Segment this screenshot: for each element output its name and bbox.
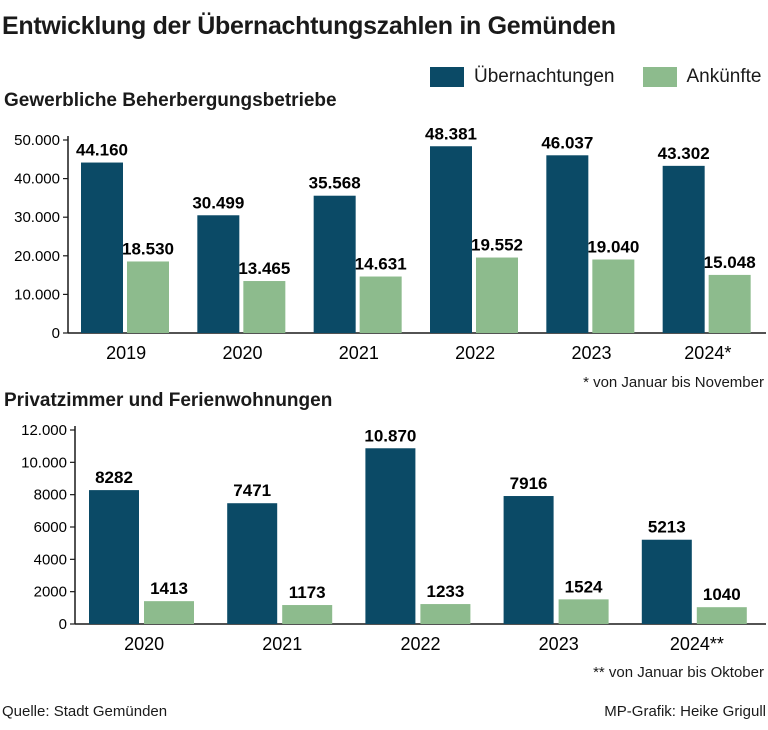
chart1-y-tick-label: 0 [52,325,60,342]
chart1-data-label: 46.037 [541,133,593,152]
chart2-data-label: 1173 [289,583,326,602]
chart1-bar-ankuenfte [127,261,169,333]
chart2-bar-uebernachtungen [227,503,278,624]
chart2-category-label: 2024** [670,634,724,654]
chart2-data-label: 1524 [565,577,603,596]
chart2-y-tick-label: 2000 [34,584,67,601]
chart2-bar-uebernachtungen [365,448,416,624]
chart1-bar-uebernachtungen [197,215,240,333]
chart2-plot: 0 2000 4000 6000 8000 10.000 12.000 8282 1413 202… [21,422,766,654]
chart1-bar-uebernachtungen [313,195,356,333]
chart1-data-label: 48.381 [425,124,477,143]
chart2-data-label: 5213 [648,518,686,537]
chart2-data-label: 1233 [426,582,464,601]
chart2-data-label: 8282 [95,468,133,487]
chart1-bar-ankuenfte [592,259,635,333]
chart1-category-label: 2020 [222,343,262,363]
legend-swatch-uebernachtungen [430,67,464,87]
chart1-bar-ankuenfte [243,281,286,333]
chart1-category-label: 2021 [339,343,379,363]
chart1-category-label: 2022 [455,343,495,363]
chart2-subtitle: Privatzimmer und Ferienwohnungen [4,390,333,411]
chart2-y-tick-label: 12.000 [21,422,67,439]
chart1-data-label: 13.465 [238,259,290,278]
chart2-y-tick-label: 8000 [34,487,67,504]
chart1-footnote: * von Januar bis November [583,374,764,391]
chart1-data-label: 35.568 [309,174,361,193]
chart2-bar-ankuenfte [144,601,194,624]
graphic-credit: MP-Grafik: Heike Grigull [604,703,766,720]
chart2-bar-uebernachtungen [89,490,139,624]
chart1-bar-ankuenfte [708,274,751,333]
chart1-y-tick-label: 20.000 [14,248,60,265]
chart1-category-label: 2024* [684,343,731,363]
chart2-data-label: 7471 [233,481,271,500]
chart2-bar-ankuenfte [282,605,333,624]
chart2-bar-ankuenfte [558,599,609,624]
chart1-bar-ankuenfte [476,257,518,333]
chart1-category-label: 2019 [106,343,146,363]
chart2-data-label: 1040 [703,585,741,604]
chart1-bar-uebernachtungen [81,162,123,333]
chart2-y-tick-label: 10.000 [21,454,67,471]
chart2-bar-ankuenfte [420,604,471,624]
source-note: Quelle: Stadt Gemünden [2,703,168,720]
chart2-bar-ankuenfte [696,607,747,624]
chart1-bar-uebernachtungen [662,165,705,333]
chart1-data-label: 43.302 [658,144,710,163]
chart2-category-label: 2020 [124,634,164,654]
chart1-y-tick-label: 30.000 [14,209,60,226]
chart2-category-label: 2022 [400,634,440,654]
chart2-y-tick-label: 4000 [34,551,67,568]
chart1-data-label: 19.552 [471,236,523,255]
chart2-y-tick-label: 0 [59,616,67,633]
chart1-plot: 0 10.000 20.000 30.000 40.000 50.000 44.160 18.… [14,124,766,363]
legend-swatch-ankuenfte [642,67,677,87]
chart1-data-label: 30.499 [192,193,244,212]
chart-title: Entwicklung der Übernachtungszahlen in G… [2,12,616,40]
chart1-data-label: 18.530 [122,239,174,258]
chart1-y-tick-label: 10.000 [14,286,60,303]
chart1-data-label: 15.048 [704,253,756,272]
chart1-bar-ankuenfte [359,276,402,333]
chart1-y-tick-label: 40.000 [14,171,60,188]
chart2-y-tick-label: 6000 [34,519,67,536]
legend-label-uebernachtungen: Übernachtungen [474,66,615,87]
legend-item-ankuenfte: Ankünfte [642,66,762,88]
chart1-data-label: 19.040 [587,238,639,257]
chart2-category-label: 2023 [539,634,579,654]
chart2-bar-uebernachtungen [641,539,692,624]
chart1-y-tick-label: 50.000 [14,132,60,149]
chart1-data-label: 44.160 [76,141,128,160]
chart1-subtitle: Gewerbliche Beherbergungsbetriebe [4,90,337,111]
chart1-data-label: 14.631 [355,255,407,274]
chart2-data-label: 10.870 [364,426,416,445]
chart2-bar-uebernachtungen [503,496,554,624]
legend-label-ankuenfte: Ankünfte [686,66,762,87]
chart1-category-label: 2023 [571,343,611,363]
legend: Übernachtungen Ankünfte [430,66,762,88]
chart1-bar-uebernachtungen [546,155,589,333]
chart2-category-label: 2021 [262,634,302,654]
chart2-data-label: 1413 [150,579,188,598]
chart1-bar-uebernachtungen [430,146,472,333]
chart2-footnote: ** von Januar bis Oktober [593,664,764,681]
legend-item-uebernachtungen: Übernachtungen [430,66,615,88]
chart2-data-label: 7916 [510,474,548,493]
